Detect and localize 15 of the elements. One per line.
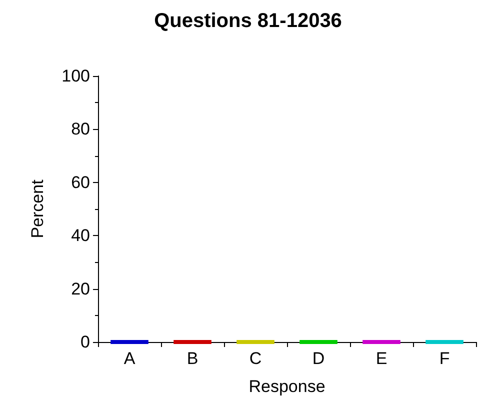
- x-tick-label: E: [376, 349, 388, 368]
- y-axis-title: Percent: [28, 179, 47, 238]
- y-tick-label: 80: [71, 120, 90, 139]
- x-tick-label: F: [439, 349, 450, 368]
- x-tick-label: B: [186, 349, 198, 368]
- y-tick-label: 60: [71, 172, 90, 192]
- y-tick-label: 100: [62, 66, 90, 86]
- y-tick-label: 20: [71, 279, 90, 298]
- x-tick-label: D: [312, 349, 325, 368]
- y-tick-label: 40: [71, 226, 90, 246]
- x-tick-label: C: [249, 349, 262, 368]
- x-tick-label: A: [124, 349, 136, 368]
- y-tick-label: 0: [80, 332, 90, 352]
- chart-title: Questions 81-12036: [154, 10, 342, 32]
- x-axis-title: Response: [248, 377, 326, 396]
